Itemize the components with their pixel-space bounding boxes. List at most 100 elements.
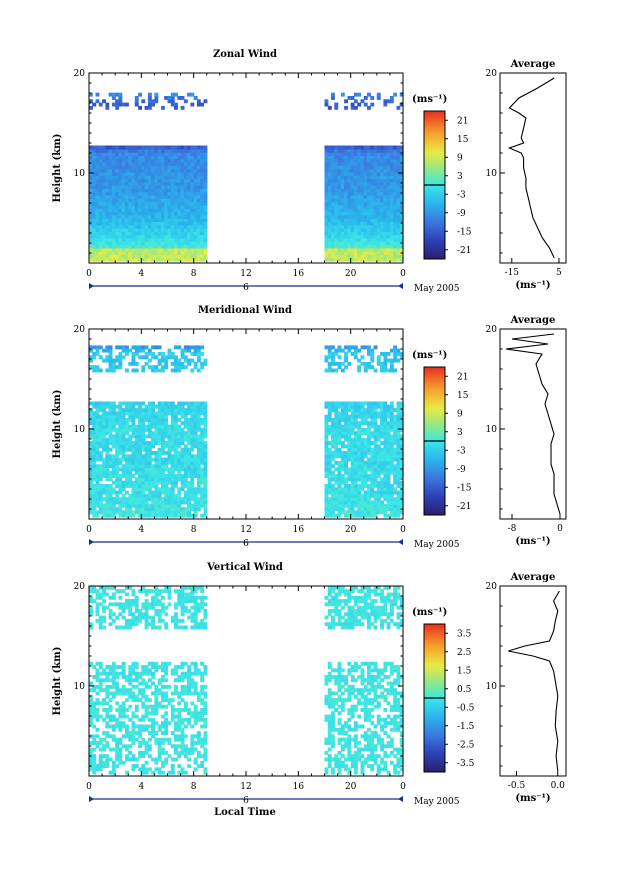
heatmap-cell [125, 678, 129, 683]
heatmap-cell [180, 241, 185, 246]
heatmap-cell [174, 171, 178, 176]
heatmap-cell [373, 460, 378, 465]
heatmap-cell [389, 457, 394, 462]
heatmap-cell [177, 490, 182, 495]
heatmap-cell [105, 358, 110, 363]
heatmap-cell [144, 355, 149, 360]
heatmap-cell [131, 421, 136, 426]
heatmap-cell [193, 231, 198, 236]
heatmap-cell [187, 454, 191, 459]
heatmap-cell [386, 411, 391, 416]
heatmap-cell [187, 500, 191, 505]
heatmap-cell [393, 358, 398, 363]
heatmap-cell [144, 487, 149, 492]
heatmap-cell [125, 165, 129, 170]
heatmap-cell [360, 431, 365, 436]
colorbar-tick-label: -9 [457, 209, 466, 219]
heatmap-cell [177, 503, 182, 508]
heatmap-cell [324, 234, 329, 239]
heatmap-cell [200, 241, 205, 246]
heatmap-cell [170, 228, 175, 232]
heatmap-cell [118, 361, 123, 366]
heatmap-cell [324, 345, 329, 350]
heatmap-cell [128, 244, 133, 249]
heatmap-cell [174, 500, 178, 505]
heatmap-cell [157, 191, 162, 196]
heatmap-cell [167, 437, 172, 442]
heatmap-cell [353, 158, 358, 163]
heatmap-cell [108, 734, 113, 739]
heatmap-cell [324, 237, 329, 242]
heatmap-cell [383, 358, 388, 363]
heatmap-cell [111, 612, 116, 617]
heatmap-cell [347, 447, 352, 452]
heatmap-cell [190, 404, 195, 409]
heatmap-cell [373, 152, 378, 156]
heatmap-cell [111, 764, 116, 768]
heatmap-cell [131, 592, 136, 597]
heatmap-cell [360, 99, 365, 104]
heatmap-cell [353, 247, 358, 252]
heatmap-cell [154, 145, 159, 150]
heatmap-cell [174, 224, 178, 229]
heatmap-cell [147, 257, 152, 262]
heatmap-cell [102, 467, 106, 472]
heatmap-cell [174, 497, 178, 502]
heatmap-cell [157, 237, 162, 242]
heatmap-cell [386, 457, 391, 462]
heatmap-cell [170, 221, 175, 226]
heatmap-cell [334, 237, 339, 242]
heatmap-cell [128, 191, 133, 196]
heatmap-cell [157, 247, 162, 252]
heatmap-cell [118, 92, 123, 97]
heatmap-cell [102, 510, 106, 515]
heatmap-cell [370, 470, 375, 475]
heatmap-cell [125, 754, 129, 759]
heatmap-cell [147, 171, 152, 176]
heatmap-cell [144, 474, 149, 478]
heatmap-cell [147, 490, 152, 495]
heatmap-cell [200, 221, 205, 226]
heatmap-cell [141, 454, 146, 459]
heatmap-cell [373, 214, 378, 219]
heatmap-cell [331, 96, 335, 100]
heatmap-cell [105, 204, 110, 209]
heatmap-cell [383, 414, 388, 419]
heatmap-cell [102, 618, 106, 623]
heatmap-cell [334, 221, 339, 226]
heatmap-cell [95, 244, 100, 249]
heatmap-cell [147, 228, 152, 232]
heatmap-cell [167, 171, 172, 176]
heatmap-cell [125, 747, 129, 752]
heatmap-cell [383, 231, 388, 236]
heatmap-cell [105, 585, 110, 590]
heatmap-cell [167, 467, 172, 472]
heatmap-cell [111, 218, 116, 222]
heatmap-cell [98, 497, 103, 502]
heatmap-cell [141, 185, 146, 189]
heatmap-cell [183, 493, 188, 498]
heatmap-cell [170, 198, 175, 203]
heatmap-cell [154, 208, 159, 213]
heatmap-cell [115, 105, 120, 110]
heatmap-cell [386, 414, 391, 419]
heatmap-cell [98, 503, 103, 508]
heatmap-cell [125, 218, 129, 222]
heatmap-cell [389, 451, 394, 455]
heatmap-cell [98, 625, 103, 630]
heatmap-cell [380, 204, 384, 209]
heatmap-cell [92, 158, 97, 163]
heatmap-cell [125, 188, 129, 193]
heatmap-cell [383, 234, 388, 239]
heatmap-cell [105, 348, 110, 353]
heatmap-cell [334, 503, 339, 508]
heatmap-cell [89, 500, 93, 505]
heatmap-cell [105, 191, 110, 196]
heatmap-cell [337, 431, 342, 436]
heatmap-cell [98, 493, 103, 498]
heatmap-cell [95, 510, 100, 515]
heatmap-cell [373, 424, 378, 429]
heatmap-cell [389, 181, 394, 186]
heatmap-cell [183, 198, 188, 203]
heatmap-cell [389, 99, 394, 104]
